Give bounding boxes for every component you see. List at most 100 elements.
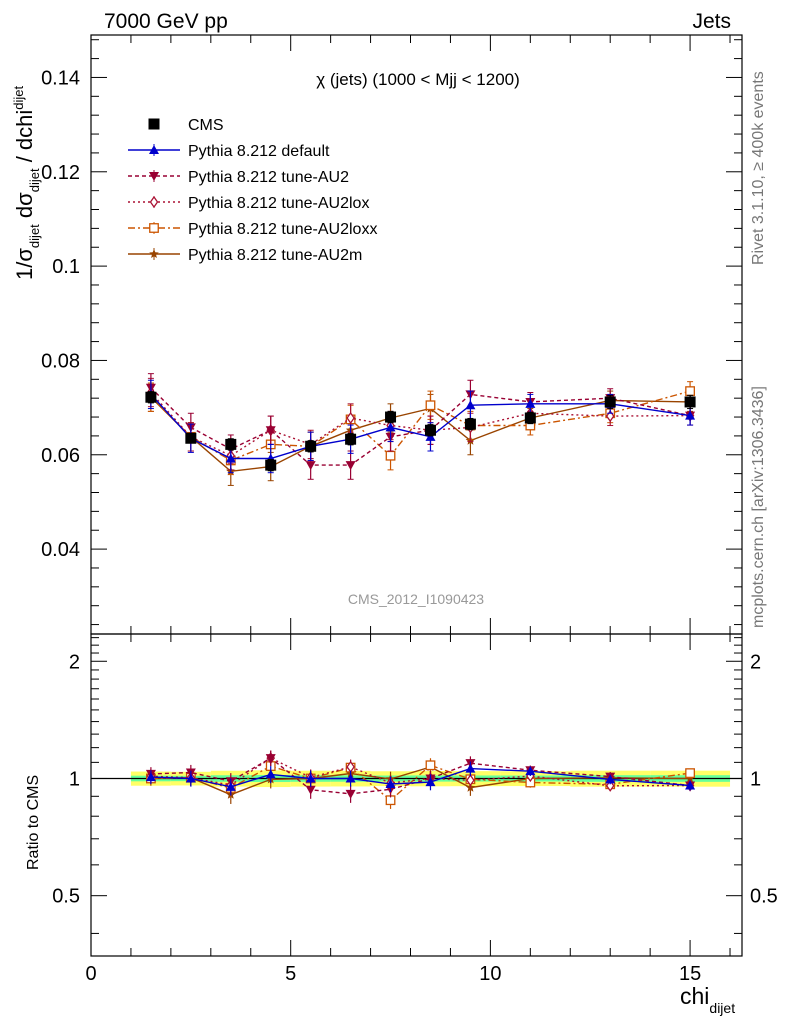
marker-default	[225, 781, 236, 791]
series-data	[145, 391, 696, 472]
marker-default	[525, 398, 536, 408]
ratio-y-label: Ratio to CMS	[25, 775, 42, 870]
marker-data	[524, 412, 536, 424]
series-au2lox	[146, 377, 695, 471]
legend-item-data: CMS	[148, 117, 224, 134]
legend-label-au2loxx: Pythia 8.212 tune-AU2loxx	[188, 221, 377, 238]
marker-au2loxx	[149, 223, 159, 233]
marker-default	[605, 774, 616, 784]
marker-default	[305, 773, 316, 783]
marker-default	[225, 453, 236, 463]
legend: CMS Pythia 8.212 default Pythia 8.212 tune…	[128, 117, 377, 264]
process-label: Jets	[692, 10, 731, 33]
marker-data	[148, 118, 160, 130]
watermark: CMS_2012_I1090423	[348, 591, 484, 607]
ratio-frame	[90, 633, 743, 957]
marker-data	[464, 418, 476, 430]
marker-au2loxx	[425, 400, 436, 411]
marker-default	[685, 780, 696, 790]
ratio-y-tick-label: 2	[69, 651, 80, 673]
side-label-top: Rivet 3.1.10, ≥ 400k events	[750, 71, 767, 265]
x-tick-label: 15	[679, 963, 701, 985]
marker-default	[185, 773, 196, 783]
marker-data	[225, 438, 237, 450]
marker-default	[525, 766, 536, 776]
marker-au2	[305, 461, 316, 471]
marker-data	[385, 411, 397, 423]
marker-au2m	[149, 249, 159, 258]
marker-au2lox	[466, 774, 475, 787]
marker-au2lox	[346, 411, 355, 425]
ratio-panel: 0 5 10 15 0.5 1 2 0.5 1 2	[52, 633, 778, 985]
marker-data	[265, 459, 277, 471]
energy-label: 7000 GeV pp	[104, 10, 228, 33]
x-tick-label: 10	[479, 963, 501, 985]
marker-data	[684, 396, 696, 408]
ratio-series-default	[145, 761, 696, 796]
legend-item-au2m: Pythia 8.212 tune-AU2m	[128, 247, 362, 264]
marker-default	[465, 763, 476, 773]
series-line-default	[150, 393, 691, 460]
marker-data	[424, 424, 436, 436]
marker-au2	[265, 754, 276, 764]
series-au2	[145, 373, 696, 480]
legend-label-default: Pythia 8.212 default	[188, 143, 330, 160]
y-tick-label: 0.06	[41, 445, 80, 467]
ratio-line-au2	[150, 757, 691, 795]
legend-item-au2loxx: Pythia 8.212 tune-AU2loxx	[128, 221, 377, 238]
legend-item-au2: Pythia 8.212 tune-AU2	[128, 169, 349, 186]
marker-au2loxx	[425, 760, 436, 771]
ratio-y-tick-label: 1	[69, 768, 80, 790]
marker-au2	[149, 172, 159, 181]
legend-label-au2lox: Pythia 8.212 tune-AU2lox	[188, 195, 369, 212]
y-tick-label: 0.14	[41, 67, 80, 89]
marker-data	[185, 432, 197, 444]
ratio-line-au2loxx	[150, 764, 691, 802]
marker-default	[425, 777, 436, 787]
series-line-au2loxx	[150, 390, 691, 462]
legend-label-data: CMS	[188, 117, 224, 134]
marker-au2	[265, 426, 276, 436]
marker-au2	[305, 785, 316, 795]
marker-data	[305, 440, 317, 452]
marker-au2	[345, 789, 356, 799]
legend-label-au2m: Pythia 8.212 tune-AU2m	[188, 247, 362, 264]
series-line-au2m	[150, 396, 691, 473]
main-panel: 0.04 0.06 0.08 0.1 0.12 0.14	[41, 34, 743, 956]
ratio-y-tick-label: 2	[750, 651, 761, 673]
y-tick-label: 0.12	[41, 162, 80, 184]
ratio-line-au2m	[150, 766, 691, 796]
legend-item-au2lox: Pythia 8.212 tune-AU2lox	[128, 195, 369, 212]
legend-item-default: Pythia 8.212 default	[128, 143, 330, 160]
marker-default	[685, 410, 696, 420]
y-tick-label: 0.04	[41, 539, 80, 561]
marker-data	[345, 433, 357, 445]
marker-default	[385, 422, 396, 432]
plot-title: χ (jets) (1000 < Mjj < 1200)	[316, 70, 520, 89]
series-default	[145, 379, 696, 474]
marker-au2loxx	[685, 768, 695, 779]
marker-default	[465, 400, 476, 410]
marker-default	[265, 769, 276, 779]
x-tick-label: 5	[285, 963, 296, 985]
series-line-au2	[150, 387, 691, 466]
marker-au2lox	[149, 195, 159, 209]
ratio-line-au2lox	[150, 757, 691, 787]
marker-default	[345, 773, 356, 783]
marker-default	[385, 779, 396, 789]
marker-default	[145, 772, 156, 782]
ratio-line-default	[150, 767, 691, 788]
marker-au2loxx	[385, 450, 396, 461]
x-tick-label: 0	[85, 963, 96, 985]
x-axis-label: chidijet	[680, 983, 735, 1016]
legend-label-au2: Pythia 8.212 tune-AU2	[188, 169, 349, 186]
y-tick-label: 0.1	[52, 256, 80, 278]
marker-data	[604, 396, 616, 408]
ratio-y-tick-label: 1	[750, 768, 761, 790]
side-label-bottom: mcplots.cern.ch [arXiv:1306.3436]	[750, 386, 767, 628]
series-line-au2lox	[150, 392, 691, 457]
y-axis-label: 1/σdijet dσdijet / dchidijet	[11, 85, 42, 280]
marker-default	[149, 145, 159, 154]
y-tick-label: 0.08	[41, 350, 80, 372]
